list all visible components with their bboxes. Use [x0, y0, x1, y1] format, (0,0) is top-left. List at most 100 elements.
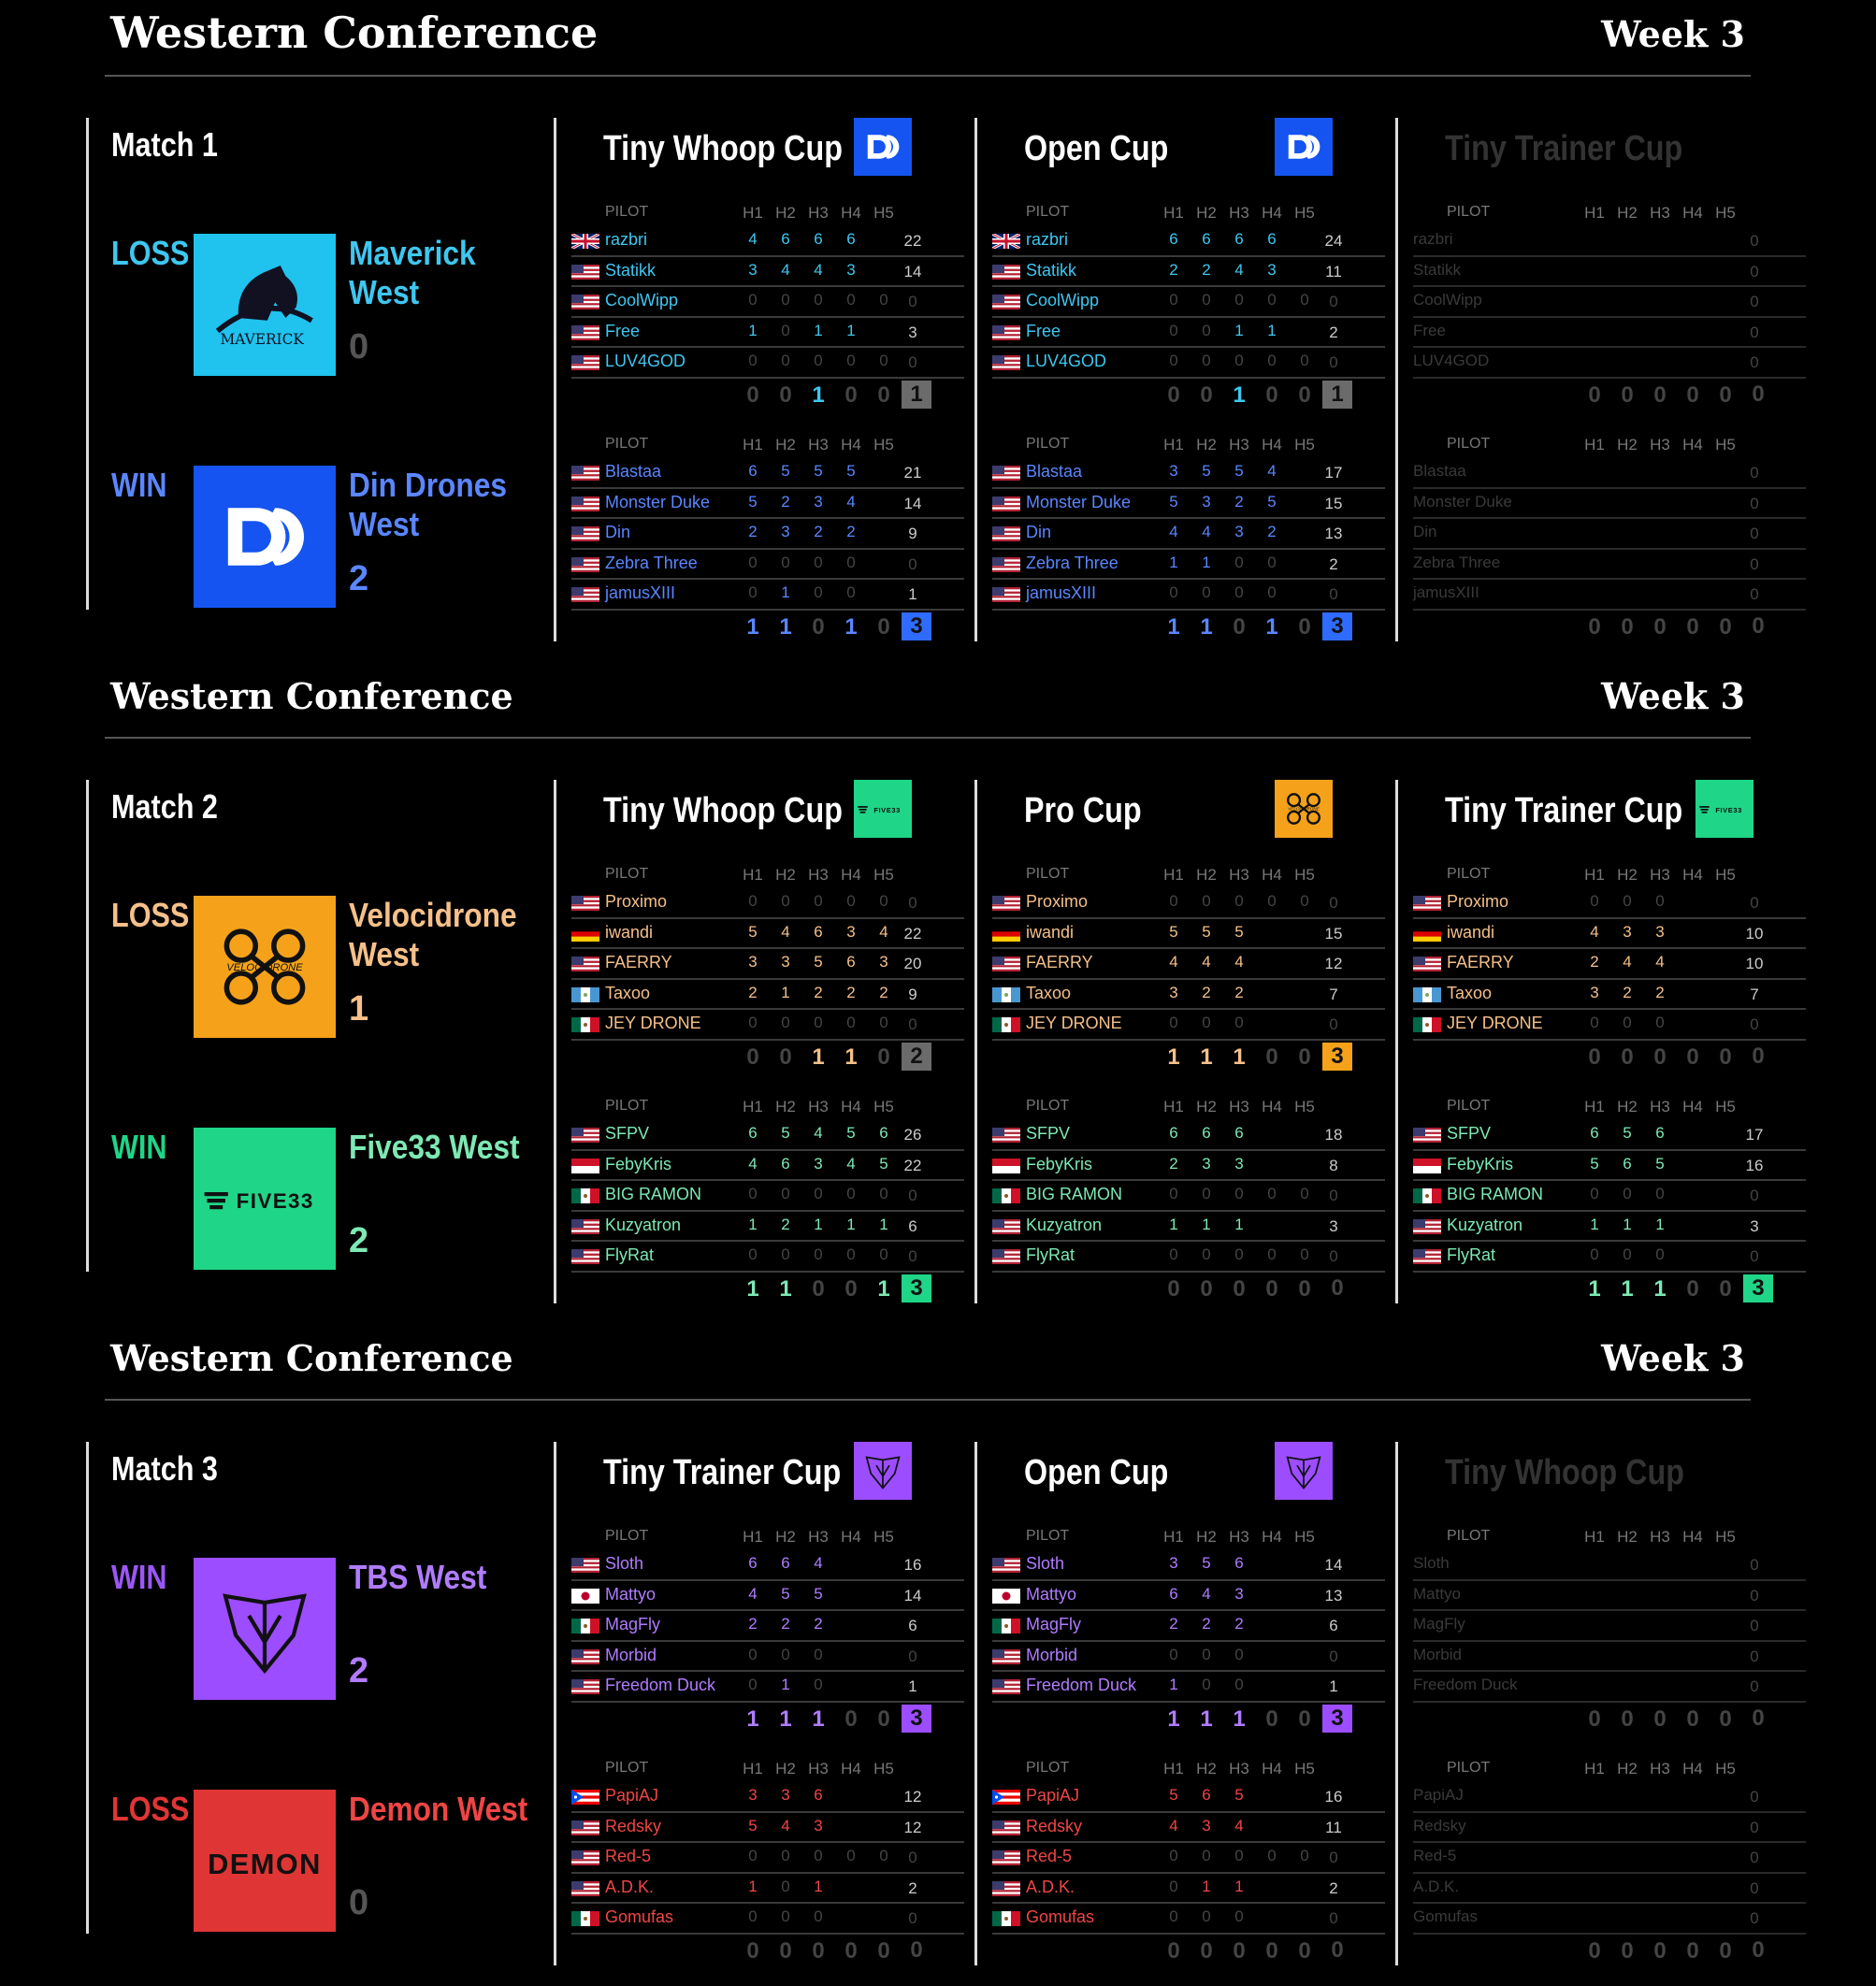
pilot-total: 2 — [1329, 1878, 1338, 1897]
heat-points: 0 — [1202, 1645, 1211, 1663]
flag-us-icon — [1413, 896, 1441, 911]
heat-points: 5 — [1169, 922, 1178, 941]
team-name: Velocidrone West — [349, 896, 517, 973]
pilot-total: 20 — [903, 955, 922, 972]
pilot-total: 1 — [908, 585, 917, 603]
heat-win: 0 — [1719, 381, 1732, 408]
heat-header: H3 — [1650, 866, 1670, 884]
flag-us-icon — [992, 1820, 1020, 1835]
heat-points: 4 — [1169, 1816, 1178, 1835]
heat-win: 0 — [877, 1937, 890, 1964]
pilot-total: 0 — [1750, 1617, 1759, 1634]
pilot-header: PILOT — [605, 436, 649, 452]
pilot-total: 15 — [1324, 924, 1343, 943]
heat-points: 5 — [748, 1816, 758, 1835]
heat-points: 6 — [1590, 1124, 1599, 1142]
cup-result-box: 3 — [1322, 1042, 1352, 1071]
flag-us-icon — [992, 496, 1020, 511]
flag-us-icon — [571, 466, 599, 481]
heat-points: 0 — [1234, 1014, 1244, 1031]
pilot-row: BIG RAMON 0 0 0 0 — [1413, 1181, 1806, 1212]
pilot-name: SFPV — [1026, 1124, 1071, 1143]
heat-header: H5 — [873, 1528, 894, 1546]
pilot-name: BIG RAMON — [605, 1185, 702, 1203]
pilot-row: FAERRY 3 3 5 6 3 20 — [571, 949, 964, 980]
cup-result-box: 0 — [1752, 612, 1765, 639]
pilot-name: razbri — [1413, 230, 1453, 248]
flag-us-icon — [571, 1850, 599, 1865]
pilot-name: Monster Duke — [1413, 492, 1512, 511]
heat-header: H5 — [1715, 204, 1736, 222]
pilot-name: Sloth — [1413, 1554, 1450, 1572]
heat-header: H4 — [841, 866, 861, 884]
heat-points: 5 — [1623, 1124, 1632, 1142]
heat-header: H1 — [743, 1098, 763, 1115]
heat-header: H1 — [1584, 1528, 1605, 1546]
heat-points: 0 — [1169, 583, 1178, 601]
heat-points: 4 — [1169, 523, 1178, 540]
flag-gt-icon — [1413, 986, 1441, 1002]
heat-points: 0 — [748, 583, 758, 601]
heat-points: 0 — [1202, 1847, 1211, 1864]
heat-points: 0 — [748, 1014, 758, 1031]
heat-points: 0 — [1300, 892, 1309, 910]
tbs-icon — [223, 1593, 307, 1675]
heat-header: H3 — [808, 204, 829, 222]
heat-header: H1 — [743, 204, 763, 222]
heat-points: 1 — [748, 321, 758, 339]
heat-table: PILOT H1 H2 H3 H4 H5 Blastaa 6 5 5 5 21 Monster Duke… — [571, 432, 964, 642]
pilot-total: 0 — [1750, 1247, 1759, 1265]
pilot-row: iwandi 5 4 6 3 4 22 — [571, 919, 964, 949]
heat-points: 1 — [814, 321, 823, 339]
flag-us-icon — [992, 957, 1020, 971]
pilot-name: SFPV — [1447, 1124, 1492, 1143]
heat-header: H4 — [1682, 204, 1703, 222]
heat-points: 0 — [1267, 553, 1277, 571]
heat-header: H4 — [1262, 1098, 1282, 1115]
team-block: WIN Din Drones West 2 — [89, 466, 556, 608]
heat-points: 3 — [1169, 1554, 1178, 1572]
flag-us-icon — [992, 1218, 1020, 1234]
pilot-total: 12 — [903, 1788, 922, 1806]
heat-points: 0 — [781, 321, 790, 339]
heat-points: 5 — [1202, 462, 1211, 480]
heat-points: 0 — [781, 553, 790, 571]
heat-header: H4 — [841, 436, 861, 453]
heat-win: 0 — [812, 613, 825, 640]
result-label: WIN — [111, 1128, 167, 1166]
pilot-header: PILOT — [1026, 866, 1070, 882]
heat-win: 0 — [1588, 1937, 1601, 1964]
pilot-name: Gomufas — [1026, 1907, 1095, 1926]
din-drones-icon — [867, 135, 900, 159]
flag-de-icon — [571, 926, 599, 942]
heat-points: 1 — [1202, 1877, 1211, 1895]
pilot-total: 0 — [1750, 1878, 1759, 1897]
pilot-total: 0 — [908, 1849, 917, 1866]
pilot-row: Din 4 4 3 2 13 — [992, 519, 1385, 550]
pilot-name: LUV4GOD — [1413, 352, 1490, 369]
cup-result-box: 0 — [1331, 1274, 1344, 1301]
pilot-name: iwandi — [1447, 922, 1495, 942]
cup-title: Tiny Trainer Cup — [1445, 791, 1683, 830]
heat-table: PILOT H1 H2 H3 H4 H5 Proximo 0 0 0 0 0 0 iwandi 5 5 5 15 F… — [992, 862, 1385, 1072]
flag-us-icon — [992, 295, 1020, 309]
five33-icon: FIVE33 — [204, 1189, 312, 1213]
pilot-row: Free 1 0 1 1 3 — [571, 318, 964, 348]
heat-table: PILOT H1 H2 H3 H4 H5 SFPV 6 6 6 18 FebyKris 2 3 3 8 BIG … — [992, 1094, 1385, 1304]
heat-points: 1 — [1202, 553, 1211, 571]
heat-points: 4 — [748, 230, 758, 248]
heat-points: 0 — [1300, 1847, 1309, 1864]
table-header: PILOT H1 H2 H3 H4 H5 — [1413, 1756, 1806, 1782]
pilot-total: 1 — [908, 1677, 917, 1695]
flag-us-icon — [571, 587, 599, 602]
team-block: WIN TBS West 2 — [89, 1558, 556, 1700]
heat-win: 0 — [1265, 1705, 1278, 1732]
heat-win: 0 — [844, 381, 858, 408]
pilot-header: PILOT — [1447, 204, 1491, 220]
pilot-row: Morbid 0 — [1413, 1642, 1806, 1672]
heat-header: H3 — [1229, 1760, 1249, 1777]
team-name: TBS West — [349, 1558, 487, 1596]
